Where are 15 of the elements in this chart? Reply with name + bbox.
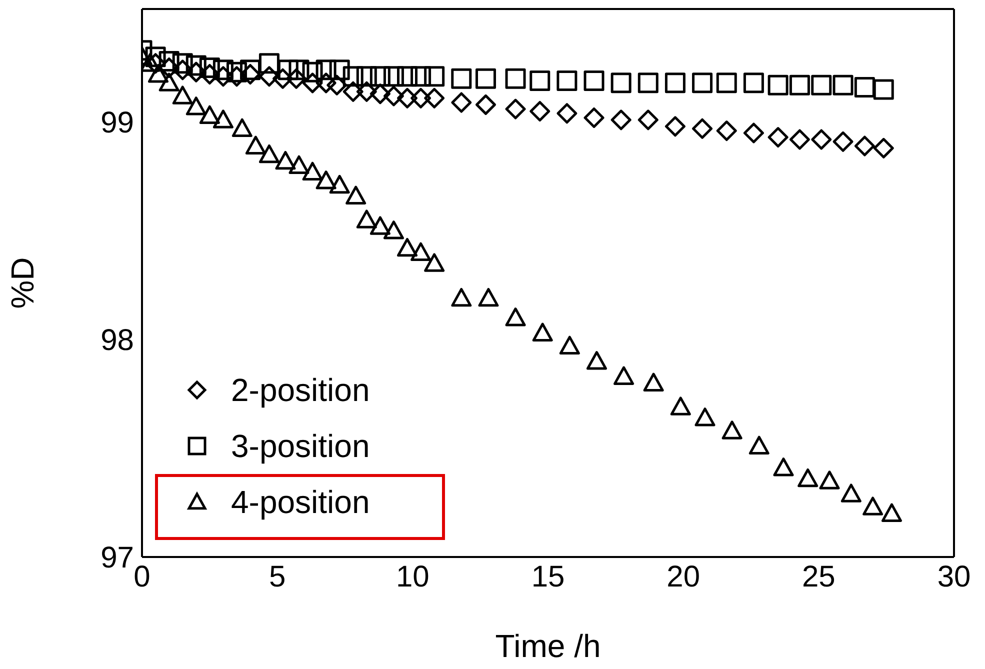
x-tick-label: 0 [134, 560, 150, 594]
legend-label: 4-position [231, 484, 370, 520]
y-tick-label: 98 [100, 324, 134, 358]
x-tick-label: 5 [268, 560, 286, 594]
x-tick-label: 15 [531, 560, 565, 594]
x-tick-label: 20 [666, 560, 700, 594]
y-tick-label: 99 [100, 106, 134, 140]
legend-label: 3-position [231, 428, 370, 464]
x-tick-label: 25 [802, 560, 836, 594]
y-axis-title: %D [4, 257, 40, 309]
y-tick-label: 97 [100, 542, 134, 575]
x-axis-title: Time /h [495, 628, 601, 664]
x-tick-label: 10 [396, 560, 430, 594]
legend-label: 2-position [231, 372, 370, 408]
x-tick-label: 30 [937, 560, 971, 594]
